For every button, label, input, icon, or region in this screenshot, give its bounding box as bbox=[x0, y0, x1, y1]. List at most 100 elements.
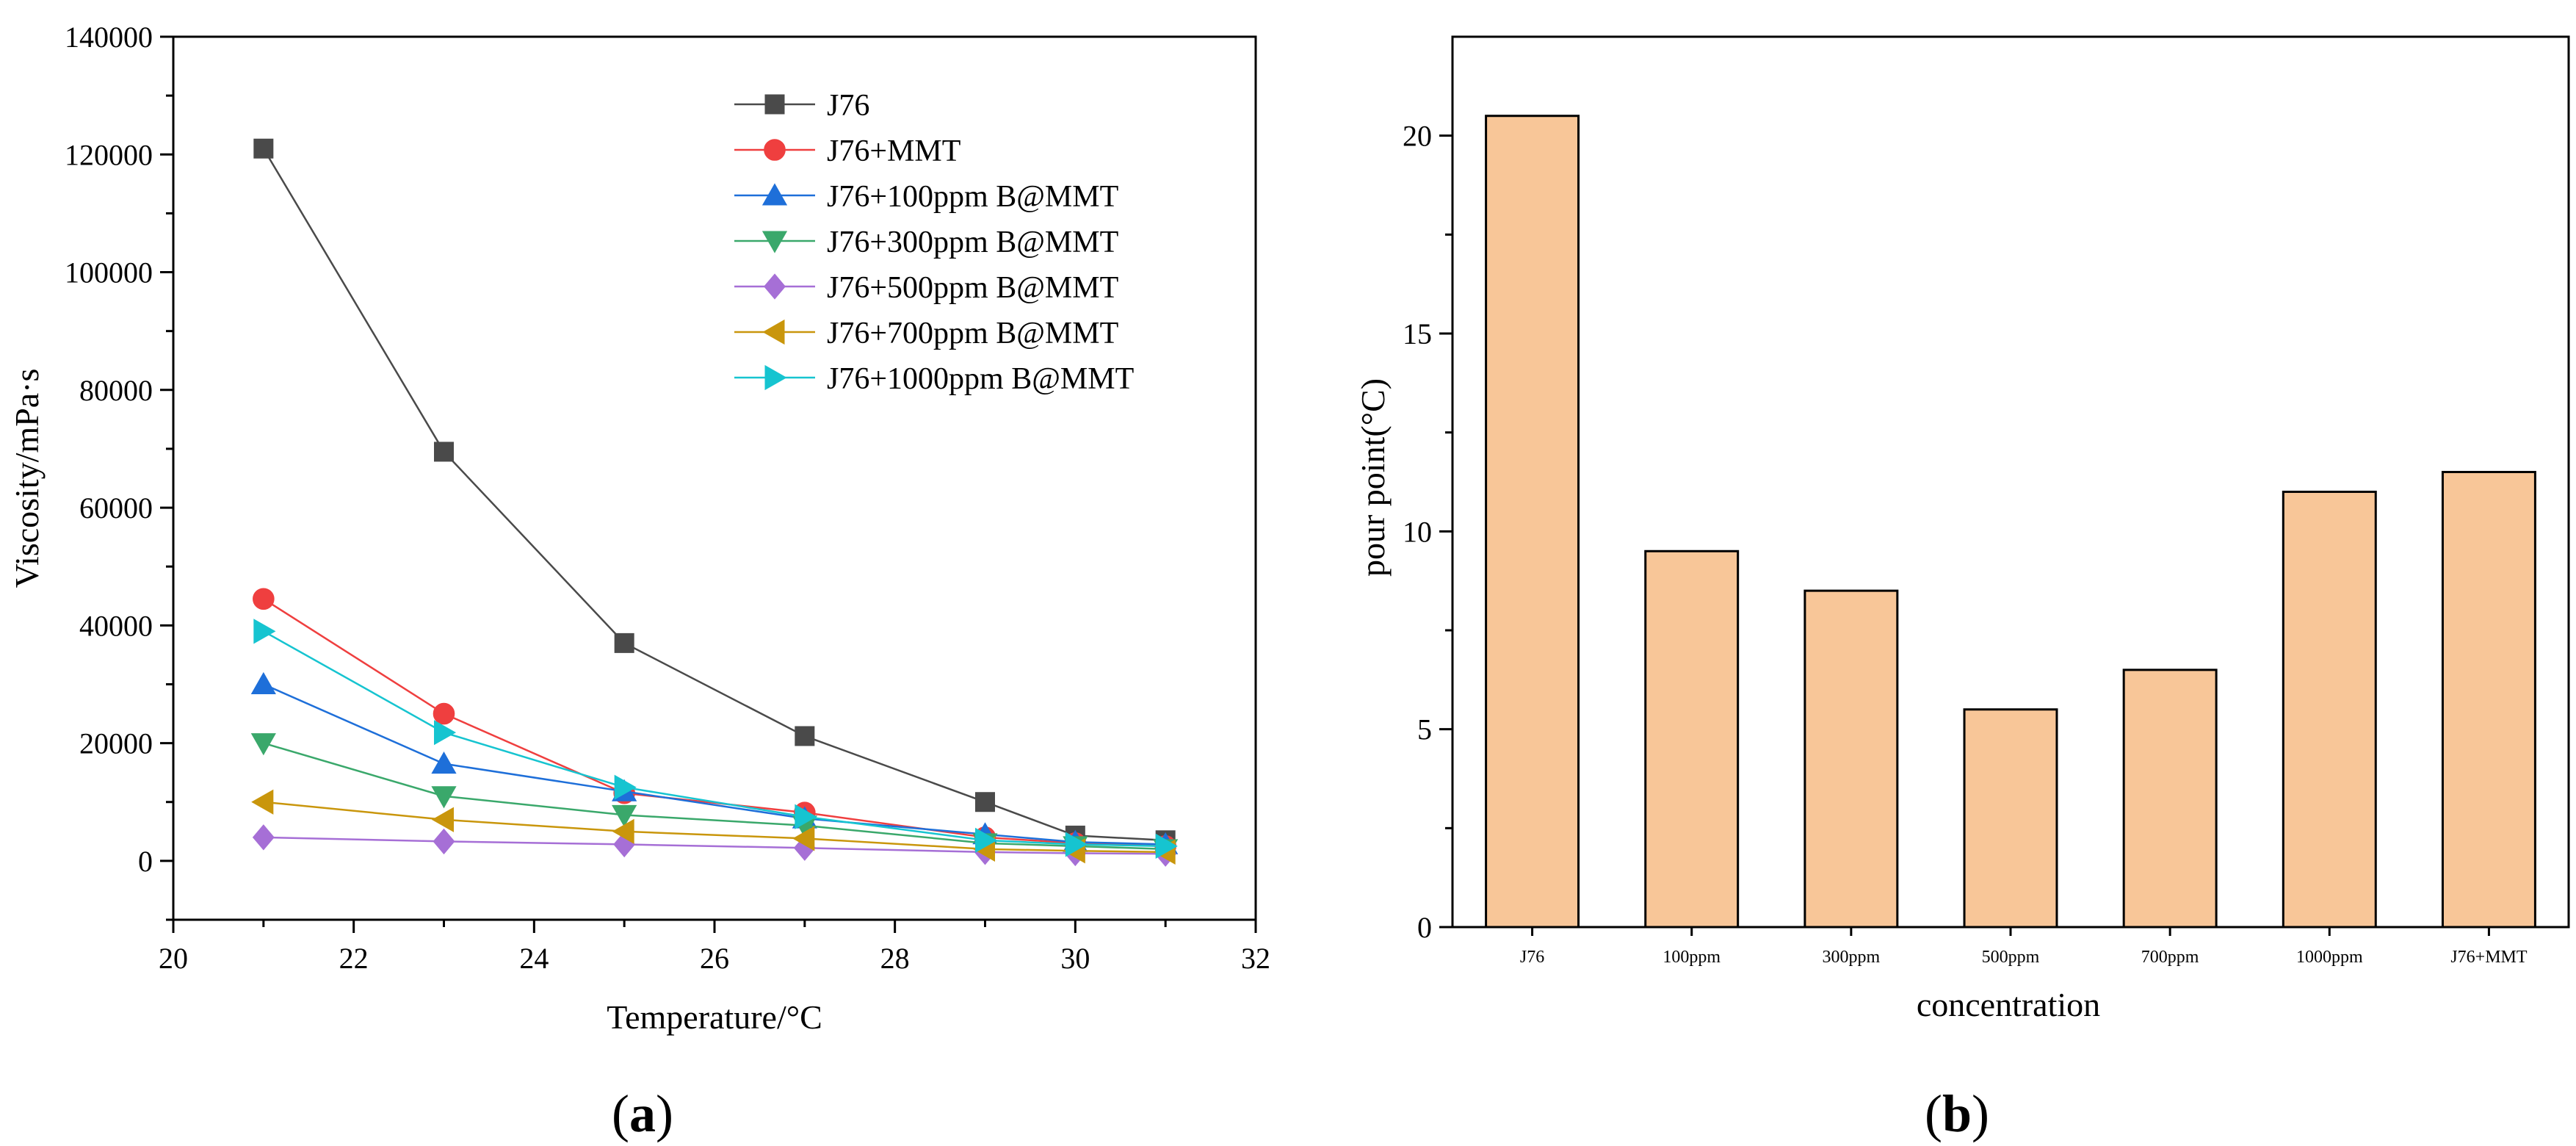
chart-b-bar bbox=[1803, 589, 1899, 929]
chart-a-y-tick-label: 20000 bbox=[79, 727, 153, 760]
chart-a-data-point bbox=[975, 827, 998, 853]
chart-b-bars bbox=[1485, 115, 2536, 929]
chart-a-legend: J76 J76+MMT J76+100ppm B@MMT J76+300ppm B@M… bbox=[734, 89, 1134, 396]
viscosity-line-chart: 20 22 24 26 28 30 32 0 20000 40000 60000 80000 10000… bbox=[8, 21, 1270, 1143]
chart-a-legend-marker bbox=[764, 273, 786, 300]
chart-a-x-tick-label: 32 bbox=[1241, 942, 1270, 975]
chart-a-x-tick-label: 20 bbox=[159, 942, 188, 975]
chart-b-ticks bbox=[1439, 134, 2490, 936]
chart-a-data-point bbox=[250, 671, 276, 694]
chart-a-data-point bbox=[792, 826, 815, 851]
chart-b-y-tick-label: 15 bbox=[1403, 317, 1432, 350]
chart-a-data-point bbox=[1155, 833, 1178, 859]
chart-a-legend-entry: J76+700ppm B@MMT bbox=[734, 317, 1118, 350]
chart-a-legend-marker bbox=[764, 94, 785, 115]
chart-b-x-tick-label: 100ppm bbox=[1663, 948, 1721, 967]
chart-b-bar bbox=[2441, 471, 2536, 929]
chart-a-legend-entry: J76+100ppm B@MMT bbox=[734, 180, 1118, 214]
chart-b-bar bbox=[2122, 668, 2218, 929]
chart-a-tick-labels: 20 22 24 26 28 30 32 0 20000 40000 60000 80000 10000… bbox=[65, 21, 1270, 975]
chart-a-data-point bbox=[614, 774, 637, 800]
chart-a-y-tick-label: 40000 bbox=[79, 609, 153, 642]
chart-a-x-tick-label: 30 bbox=[1060, 942, 1090, 975]
chart-a-data-point bbox=[612, 804, 637, 827]
chart-a-data-point bbox=[252, 824, 275, 851]
chart-a-series bbox=[250, 138, 1179, 867]
chart-a-legend-label: J76+1000ppm B@MMT bbox=[827, 362, 1134, 396]
chart-a-series-line bbox=[263, 598, 1166, 848]
chart-a-legend-label: J76+500ppm B@MMT bbox=[827, 271, 1118, 305]
chart-b-x-tick-label: 700ppm bbox=[2141, 948, 2199, 967]
chart-a-data-point bbox=[251, 789, 274, 815]
chart-b-y-tick-label: 5 bbox=[1417, 713, 1432, 746]
chart-b-y-tick-label: 10 bbox=[1403, 515, 1432, 548]
chart-b-x-tick-label: J76 bbox=[1520, 948, 1544, 967]
chart-a-data-point bbox=[253, 588, 275, 610]
chart-a-y-axis-title: Viscosity/mPa·s bbox=[8, 369, 46, 588]
chart-a-data-point bbox=[253, 138, 274, 159]
chart-a-data-point bbox=[431, 786, 457, 809]
chart-a-x-tick-label: 26 bbox=[700, 942, 729, 975]
chart-a-legend-label: J76+MMT bbox=[827, 134, 960, 168]
chart-b-bar bbox=[1963, 708, 2058, 929]
chart-b-y-tick-label: 0 bbox=[1417, 911, 1432, 944]
chart-a-data-point bbox=[614, 633, 634, 653]
chart-b-bar bbox=[2282, 490, 2377, 929]
chart-a-data-point bbox=[434, 720, 457, 746]
chart-a-series-group bbox=[253, 588, 1176, 857]
chart-a-x-tick-label: 28 bbox=[880, 942, 910, 975]
chart-a-legend-label: J76+700ppm B@MMT bbox=[827, 317, 1118, 350]
chart-a-data-point bbox=[433, 702, 455, 725]
chart-a-y-tick-label: 120000 bbox=[65, 138, 153, 171]
chart-b-y-axis-title: pour point(°C) bbox=[1354, 378, 1392, 577]
chart-a-legend-entry: J76+500ppm B@MMT bbox=[734, 271, 1118, 305]
pour-point-bar-chart: J76 100ppm 300ppm 500ppm 700ppm 1000ppm J76+MM… bbox=[1354, 35, 2570, 1143]
chart-a-data-point bbox=[431, 752, 457, 774]
chart-a-data-point bbox=[795, 726, 815, 746]
chart-a-series-group bbox=[253, 619, 1178, 859]
chart-a-legend-label: J76+300ppm B@MMT bbox=[827, 226, 1118, 259]
chart-a-series-group bbox=[250, 671, 1179, 854]
chart-b-bar bbox=[1644, 549, 1740, 929]
chart-a-x-tick-label: 22 bbox=[339, 942, 369, 975]
chart-b-x-tick-label: 300ppm bbox=[1823, 948, 1881, 967]
chart-a-legend-label: J76 bbox=[827, 89, 869, 123]
chart-a-ticks bbox=[160, 35, 1257, 933]
chart-a-legend-label: J76+100ppm B@MMT bbox=[827, 180, 1118, 214]
chart-a-data-point bbox=[250, 733, 276, 756]
chart-a-series-line bbox=[263, 742, 1166, 851]
chart-a-data-point bbox=[612, 818, 634, 844]
chart-a-legend-marker bbox=[762, 319, 785, 345]
panel-label-b: (b) bbox=[1925, 1084, 1989, 1143]
chart-b-tick-labels: J76 100ppm 300ppm 500ppm 700ppm 1000ppm J76+MM… bbox=[1403, 120, 2528, 967]
chart-b-x-tick-label: 500ppm bbox=[1982, 948, 2040, 967]
chart-a-x-tick-label: 24 bbox=[519, 942, 549, 975]
chart-a-legend-marker bbox=[761, 183, 788, 206]
chart-a-x-axis-title: Temperature/°C bbox=[607, 998, 822, 1036]
chart-a-plot-frame bbox=[172, 35, 1257, 921]
chart-a-legend-entry: J76+1000ppm B@MMT bbox=[734, 362, 1134, 396]
chart-a-data-point bbox=[975, 792, 995, 812]
chart-a-data-point bbox=[434, 442, 454, 462]
chart-a-legend-marker bbox=[761, 231, 788, 253]
chart-b-bar bbox=[1485, 115, 1580, 929]
chart-a-y-tick-label: 0 bbox=[138, 845, 153, 878]
chart-b-x-tick-label: J76+MMT bbox=[2450, 948, 2528, 967]
chart-a-y-tick-label: 140000 bbox=[65, 21, 153, 54]
chart-b-y-tick-label: 20 bbox=[1403, 120, 1432, 153]
chart-a-y-tick-label: 60000 bbox=[79, 491, 153, 525]
chart-a-y-tick-label: 80000 bbox=[79, 374, 153, 407]
chart-a-legend-marker bbox=[764, 364, 787, 391]
chart-a-y-tick-label: 100000 bbox=[65, 256, 153, 289]
chart-a-data-point bbox=[795, 804, 817, 829]
chart-a-data-point bbox=[431, 807, 454, 832]
panel-label-a: (a) bbox=[612, 1084, 673, 1143]
chart-a-legend-marker bbox=[764, 139, 786, 161]
chart-a-legend-entry: J76+300ppm B@MMT bbox=[734, 226, 1118, 259]
chart-a-data-point bbox=[1065, 832, 1088, 857]
chart-a-legend-entry: J76+MMT bbox=[734, 134, 960, 168]
chart-a-legend-entry: J76 bbox=[734, 89, 869, 123]
chart-a-data-point bbox=[433, 828, 455, 855]
chart-b-x-axis-title: concentration bbox=[1917, 986, 2100, 1023]
